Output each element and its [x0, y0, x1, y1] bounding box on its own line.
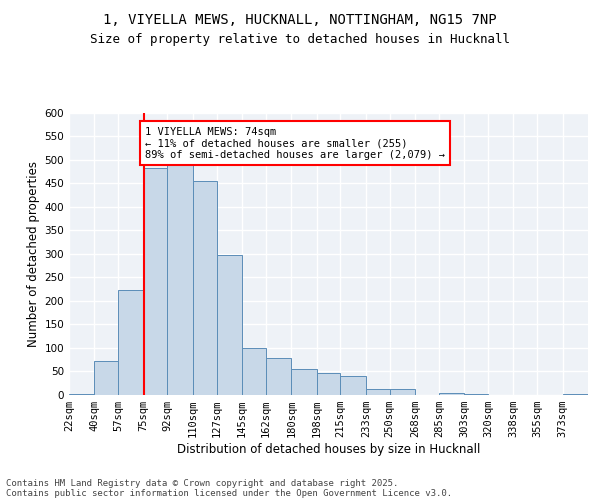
- Bar: [193, 181, 217, 395]
- Bar: [118, 290, 143, 395]
- Y-axis label: Number of detached properties: Number of detached properties: [27, 161, 40, 347]
- Bar: [69, 394, 94, 395]
- Bar: [439, 392, 464, 395]
- Bar: [317, 373, 340, 395]
- Bar: [340, 376, 366, 395]
- Text: Contains HM Land Registry data © Crown copyright and database right 2025.: Contains HM Land Registry data © Crown c…: [6, 478, 398, 488]
- Bar: [217, 255, 242, 395]
- Bar: [266, 358, 291, 395]
- Bar: [389, 390, 415, 395]
- Bar: [242, 348, 266, 395]
- Text: Contains public sector information licensed under the Open Government Licence v3: Contains public sector information licen…: [6, 488, 452, 498]
- Text: 1, VIYELLA MEWS, HUCKNALL, NOTTINGHAM, NG15 7NP: 1, VIYELLA MEWS, HUCKNALL, NOTTINGHAM, N…: [103, 12, 497, 26]
- Bar: [464, 394, 488, 395]
- Bar: [143, 168, 167, 395]
- Bar: [94, 361, 118, 395]
- X-axis label: Distribution of detached houses by size in Hucknall: Distribution of detached houses by size …: [177, 443, 480, 456]
- Text: 1 VIYELLA MEWS: 74sqm
← 11% of detached houses are smaller (255)
89% of semi-det: 1 VIYELLA MEWS: 74sqm ← 11% of detached …: [145, 126, 445, 160]
- Bar: [563, 394, 588, 395]
- Bar: [167, 165, 193, 395]
- Text: Size of property relative to detached houses in Hucknall: Size of property relative to detached ho…: [90, 32, 510, 46]
- Bar: [291, 368, 317, 395]
- Bar: [366, 390, 389, 395]
